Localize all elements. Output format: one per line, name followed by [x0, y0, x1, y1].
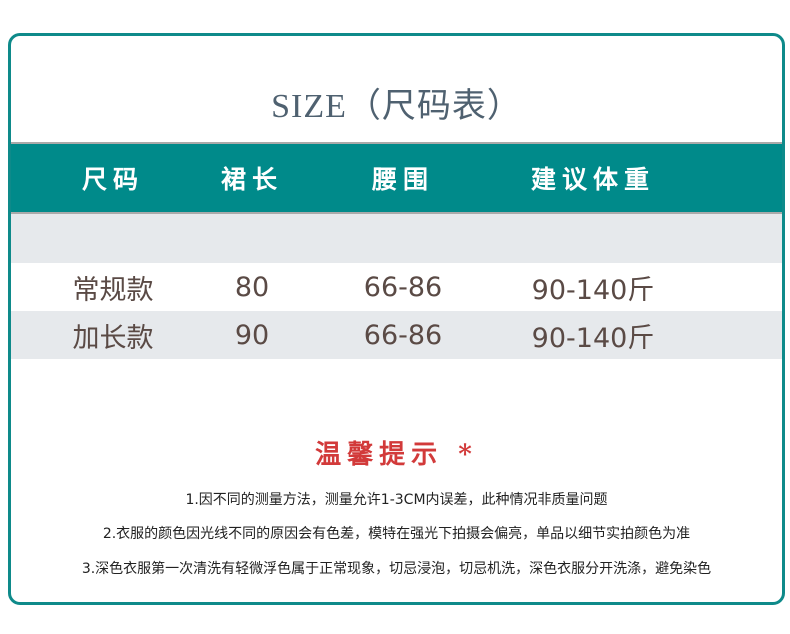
table-header: 尺码 裙长 腰围 建议体重 [11, 142, 782, 214]
tip-line: 2.衣服的颜色因光线不同的原因会有色差，模特在强光下拍摄会偏亮，单品以细节实拍颜… [102, 526, 691, 542]
size-chart-frame: SIZE（尺码表） 尺码 裙长 腰围 建议体重 常规款 80 66-86 90-… [8, 33, 785, 605]
cell-skirt-length: 80 [234, 271, 270, 303]
header-weight: 建议体重 [530, 165, 656, 194]
header-skirt-length: 裙长 [220, 165, 284, 194]
table-spacer-row [11, 214, 782, 263]
cell-waist: 66-86 [363, 271, 443, 303]
cell-weight: 90-140斤 [531, 274, 655, 306]
tips-title: 温馨提示 * [315, 440, 478, 470]
tip-line: 3.深色衣服第一次清洗有轻微浮色属于正常现象，切忌浸泡，切忌机洗，深色衣服分开洗… [81, 561, 712, 577]
tip-line: 1.因不同的测量方法，测量允许1-3CM内误差，此种情况非质量问题 [185, 492, 608, 508]
cell-size: 常规款 [72, 274, 154, 306]
cell-waist: 66-86 [363, 319, 443, 351]
table-row: 常规款 80 66-86 90-140斤 [11, 263, 782, 311]
page-title: SIZE（尺码表） [271, 88, 522, 125]
cell-weight: 90-140斤 [531, 322, 655, 354]
cell-skirt-length: 90 [234, 319, 270, 351]
header-waist: 腰围 [371, 165, 435, 194]
cell-size: 加长款 [72, 322, 154, 354]
table-row: 加长款 90 66-86 90-140斤 [11, 311, 782, 359]
header-size: 尺码 [81, 165, 145, 194]
